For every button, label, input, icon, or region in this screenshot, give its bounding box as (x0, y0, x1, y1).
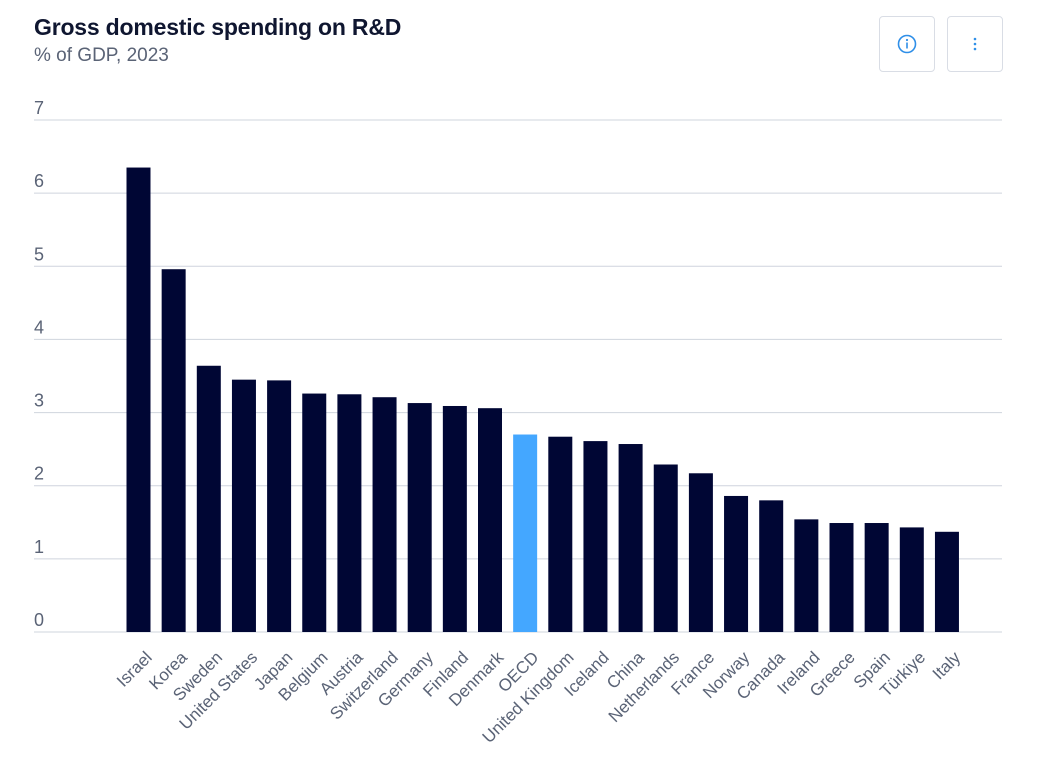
bar (161, 269, 186, 632)
bar (302, 393, 327, 632)
info-button[interactable] (879, 16, 935, 72)
bar (407, 403, 432, 632)
x-tick-label: Italy (929, 648, 965, 684)
vertical-ellipsis-icon (973, 37, 977, 51)
bar (934, 531, 959, 632)
y-tick-label: 2 (34, 464, 44, 484)
bar (337, 394, 362, 632)
more-options-button[interactable] (947, 16, 1003, 72)
bar (653, 464, 678, 632)
bar (688, 473, 713, 632)
bar (372, 397, 397, 632)
bar (196, 365, 221, 632)
bar (618, 444, 643, 632)
bar (267, 380, 292, 632)
bar (724, 495, 749, 632)
chart-title: Gross domestic spending on R&D (34, 14, 402, 40)
bar (513, 434, 538, 632)
bar (759, 500, 784, 632)
bar (478, 408, 502, 632)
bar (442, 405, 467, 632)
bar (583, 441, 608, 632)
y-tick-label: 4 (34, 317, 44, 337)
y-tick-label: 1 (34, 537, 44, 557)
y-tick-label: 3 (34, 391, 44, 411)
bar (231, 379, 256, 632)
y-tick-label: 5 (34, 244, 44, 264)
chart-subtitle: % of GDP, 2023 (34, 45, 169, 66)
y-tick-label: 0 (34, 610, 44, 630)
y-tick-label: 7 (34, 98, 44, 118)
info-circle-icon (897, 34, 917, 54)
bar (899, 527, 924, 632)
chart-header: Gross domestic spending on R&D % of GDP,… (34, 14, 401, 67)
bar (794, 519, 819, 632)
bar (864, 523, 889, 632)
bar (548, 436, 573, 632)
bar (829, 523, 854, 632)
bar (126, 167, 151, 633)
y-tick-label: 6 (34, 171, 44, 191)
